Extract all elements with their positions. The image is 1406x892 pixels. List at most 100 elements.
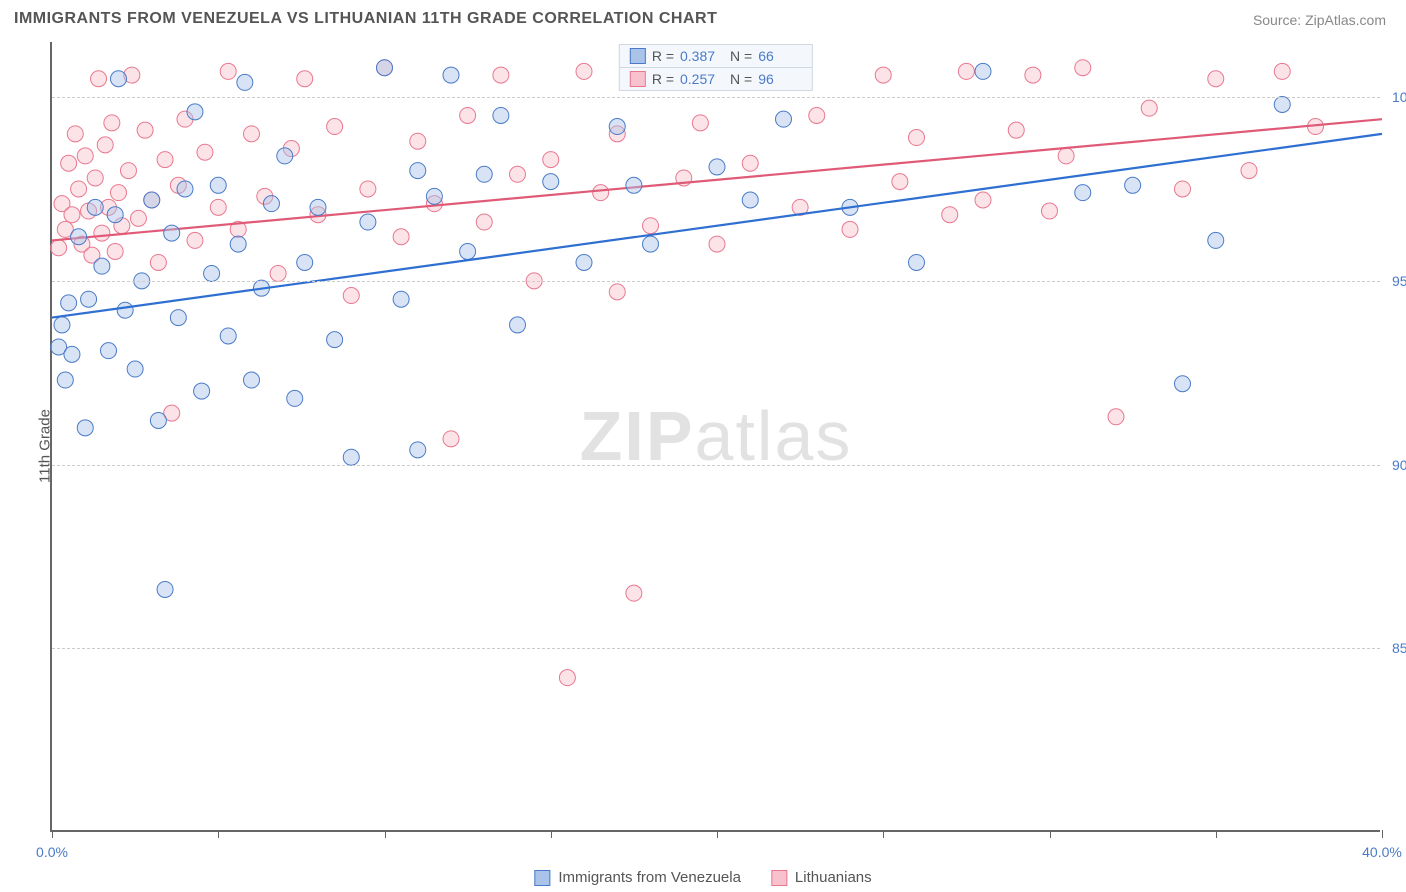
lithuanians-point bbox=[1008, 122, 1024, 138]
venezuela-point bbox=[493, 107, 509, 123]
lithuanians-point bbox=[476, 214, 492, 230]
lithuanians-point bbox=[61, 155, 77, 171]
swatch-venezuela bbox=[630, 48, 646, 64]
lithuanians-point bbox=[67, 126, 83, 142]
venezuela-point bbox=[327, 332, 343, 348]
legend-item-venezuela: Immigrants from Venezuela bbox=[534, 869, 741, 886]
lithuanians-point bbox=[1241, 163, 1257, 179]
lithuanians-point bbox=[97, 137, 113, 153]
venezuela-point bbox=[71, 229, 87, 245]
lithuanians-point bbox=[892, 174, 908, 190]
lithuanians-point bbox=[609, 284, 625, 300]
venezuela-point bbox=[111, 71, 127, 87]
lithuanians-point bbox=[327, 119, 343, 135]
venezuela-point bbox=[220, 328, 236, 344]
swatch-lithuanians bbox=[771, 870, 787, 886]
xtick bbox=[717, 830, 718, 838]
venezuela-point bbox=[709, 159, 725, 175]
lithuanians-point bbox=[942, 207, 958, 223]
gridline bbox=[52, 648, 1380, 649]
lithuanians-point bbox=[809, 107, 825, 123]
lithuanians-point bbox=[71, 181, 87, 197]
lithuanians-point bbox=[493, 67, 509, 83]
xtick bbox=[1050, 830, 1051, 838]
venezuela-point bbox=[1175, 376, 1191, 392]
correlation-legend: R = 0.387 N = 66 R = 0.257 N = 96 bbox=[619, 44, 813, 91]
venezuela-point bbox=[150, 412, 166, 428]
venezuela-point bbox=[543, 174, 559, 190]
xtick-label: 40.0% bbox=[1362, 844, 1402, 860]
lithuanians-point bbox=[197, 144, 213, 160]
venezuela-point bbox=[776, 111, 792, 127]
plot-area: ZIPatlas R = 0.387 N = 66 R = 0.257 N = … bbox=[50, 42, 1380, 832]
venezuela-point bbox=[975, 63, 991, 79]
venezuela-point bbox=[54, 317, 70, 333]
lithuanians-point bbox=[875, 67, 891, 83]
legend-item-lithuanians: Lithuanians bbox=[771, 869, 872, 886]
venezuela-point bbox=[157, 581, 173, 597]
venezuela-point bbox=[393, 291, 409, 307]
lithuanians-point bbox=[297, 71, 313, 87]
lithuanians-point bbox=[157, 152, 173, 168]
venezuela-point bbox=[101, 343, 117, 359]
lithuanians-point bbox=[91, 71, 107, 87]
legend-row-venezuela: R = 0.387 N = 66 bbox=[620, 45, 812, 68]
venezuela-point bbox=[377, 60, 393, 76]
lithuanians-point bbox=[130, 210, 146, 226]
swatch-lithuanians bbox=[630, 71, 646, 87]
venezuela-point bbox=[194, 383, 210, 399]
venezuela-point bbox=[244, 372, 260, 388]
swatch-venezuela bbox=[534, 870, 550, 886]
legend-row-lithuanians: R = 0.257 N = 96 bbox=[620, 68, 812, 90]
venezuela-point bbox=[230, 236, 246, 252]
venezuela-point bbox=[626, 177, 642, 193]
venezuela-point bbox=[742, 192, 758, 208]
lithuanians-point bbox=[1208, 71, 1224, 87]
lithuanians-point bbox=[107, 243, 123, 259]
lithuanians-point bbox=[111, 185, 127, 201]
venezuela-point bbox=[117, 302, 133, 318]
lithuanians-point bbox=[692, 115, 708, 131]
lithuanians-point bbox=[94, 225, 110, 241]
venezuela-point bbox=[410, 442, 426, 458]
venezuela-point bbox=[177, 181, 193, 197]
lithuanians-point bbox=[210, 199, 226, 215]
lithuanians-point bbox=[343, 288, 359, 304]
xtick bbox=[551, 830, 552, 838]
lithuanians-point bbox=[87, 170, 103, 186]
venezuela-point bbox=[164, 225, 180, 241]
lithuanians-point bbox=[187, 232, 203, 248]
ytick-label: 85.0% bbox=[1390, 640, 1406, 656]
lithuanians-point bbox=[360, 181, 376, 197]
chart-title: IMMIGRANTS FROM VENEZUELA VS LITHUANIAN … bbox=[14, 10, 717, 28]
lithuanians-point bbox=[510, 166, 526, 182]
venezuela-point bbox=[443, 67, 459, 83]
xtick bbox=[1216, 830, 1217, 838]
xtick bbox=[883, 830, 884, 838]
venezuela-point bbox=[287, 390, 303, 406]
lithuanians-point bbox=[576, 63, 592, 79]
xtick bbox=[52, 830, 53, 838]
venezuela-point bbox=[127, 361, 143, 377]
lithuanians-point bbox=[742, 155, 758, 171]
venezuela-point bbox=[87, 199, 103, 215]
lithuanians-point bbox=[626, 585, 642, 601]
venezuela-point bbox=[204, 265, 220, 281]
lithuanians-point bbox=[393, 229, 409, 245]
lithuanians-point bbox=[120, 163, 136, 179]
lithuanians-point bbox=[1058, 148, 1074, 164]
venezuela-point bbox=[144, 192, 160, 208]
venezuela-point bbox=[510, 317, 526, 333]
venezuela-point bbox=[426, 188, 442, 204]
lithuanians-point bbox=[559, 670, 575, 686]
lithuanians-point bbox=[1108, 409, 1124, 425]
lithuanians-point bbox=[150, 254, 166, 270]
lithuanians-point bbox=[410, 133, 426, 149]
lithuanians-point bbox=[709, 236, 725, 252]
lithuanians-point bbox=[958, 63, 974, 79]
xtick bbox=[385, 830, 386, 838]
lithuanians-point bbox=[1042, 203, 1058, 219]
venezuela-point bbox=[277, 148, 293, 164]
lithuanians-point bbox=[137, 122, 153, 138]
lithuanians-point bbox=[909, 130, 925, 146]
